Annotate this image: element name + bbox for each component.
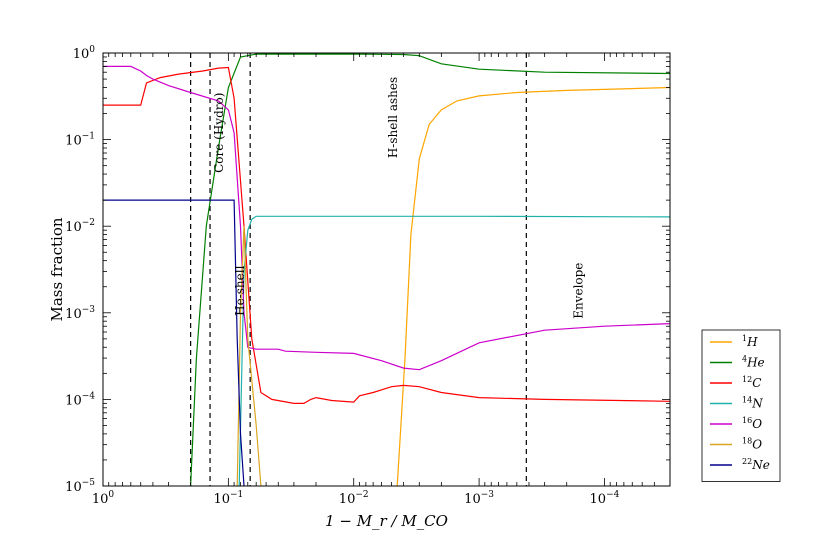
plot-frame	[102, 52, 671, 487]
tick-marks	[102, 52, 671, 487]
axes: Core (Hydro) He-shell H-shell ashes Envelop…	[48, 45, 671, 530]
series-line-18O	[236, 226, 262, 486]
x-axis-label: 1 − M_r / M_CO	[325, 512, 448, 530]
series-line-16O	[103, 65, 670, 371]
y-tick-label-2: 10−2	[65, 218, 95, 235]
y-tick-label-1: 10−1	[65, 132, 95, 149]
x-tick-label-0: 100	[92, 490, 115, 507]
x-tick-label-4: 10−4	[590, 490, 620, 507]
series-line-14N	[238, 215, 670, 486]
series-line-12C	[103, 66, 670, 404]
series-line-22Ne	[103, 199, 245, 486]
series-line-4He	[190, 53, 670, 486]
legend-label-14N: 14N	[742, 396, 763, 411]
legend: 1H 4He 12C 14N 16O 18O 22Ne	[701, 329, 781, 482]
x-tick-label-3: 10−3	[464, 490, 494, 507]
annotation-2: H-shell ashes	[386, 77, 400, 158]
annotation-1: He-shell	[233, 265, 247, 315]
y-tick-label-4: 10−4	[65, 391, 95, 408]
plot-area	[103, 53, 670, 486]
y-axis-label: Mass fraction	[48, 217, 66, 321]
x-tick-label-2: 10−2	[339, 490, 369, 507]
legend-label-16O: 16O	[742, 416, 762, 431]
annotation-3: Envelope	[571, 263, 585, 319]
series-line-1H	[396, 86, 670, 486]
y-tick-label-5: 10−5	[65, 478, 95, 495]
y-tick-label-3: 10−3	[65, 305, 95, 322]
annotation-0: Core (Hydro)	[212, 93, 226, 173]
legend-label-22Ne: 22Ne	[742, 457, 770, 472]
legend-label-18O: 18O	[742, 437, 762, 452]
legend-box	[701, 329, 781, 482]
legend-label-12C: 12C	[742, 375, 761, 390]
x-tick-label-1: 10−1	[213, 490, 243, 507]
legend-label-1H: 1H	[742, 334, 758, 349]
legend-label-4He: 4He	[742, 355, 765, 370]
y-tick-label-0: 100	[73, 45, 96, 62]
